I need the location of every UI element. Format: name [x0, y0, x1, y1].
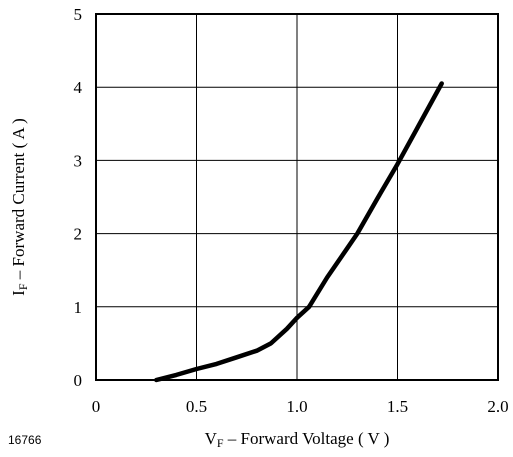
y-tick-label: 1: [74, 298, 83, 317]
series-line-0: [154, 81, 444, 383]
y-tick-label: 0: [74, 371, 83, 390]
y-axis-label-sub: F: [16, 283, 30, 290]
x-tick-label: 2.0: [487, 397, 508, 416]
x-axis-label: VF – Forward Voltage ( V ): [205, 429, 390, 450]
x-ticks: 0 0.5 1.0 1.5 2.0: [92, 397, 509, 416]
x-tick-label: 0.5: [186, 397, 207, 416]
x-tick-label: 1.5: [387, 397, 408, 416]
y-tick-label: 3: [74, 151, 83, 170]
x-axis-label-sub: F: [217, 436, 224, 450]
x-tick-label: 1.0: [286, 397, 307, 416]
y-tick-label: 2: [74, 225, 83, 244]
y-tick-label: 4: [74, 78, 83, 97]
plot-frame: [95, 13, 499, 381]
y-tick-label: 5: [74, 5, 83, 24]
y-axis-label-main: I: [9, 290, 28, 296]
x-axis-label-main: V: [205, 429, 218, 448]
x-tick-label: 0: [92, 397, 101, 416]
y-ticks: 0 1 2 3 4 5: [74, 5, 83, 390]
y-axis-label: IF – Forward Current ( A ): [9, 118, 30, 296]
series-layer: [154, 81, 444, 383]
grid: [96, 14, 498, 380]
y-axis-label-rest: – Forward Current ( A ): [9, 118, 28, 283]
figure-id: 16766: [8, 433, 42, 447]
x-axis-label-rest: – Forward Voltage ( V ): [224, 429, 390, 448]
